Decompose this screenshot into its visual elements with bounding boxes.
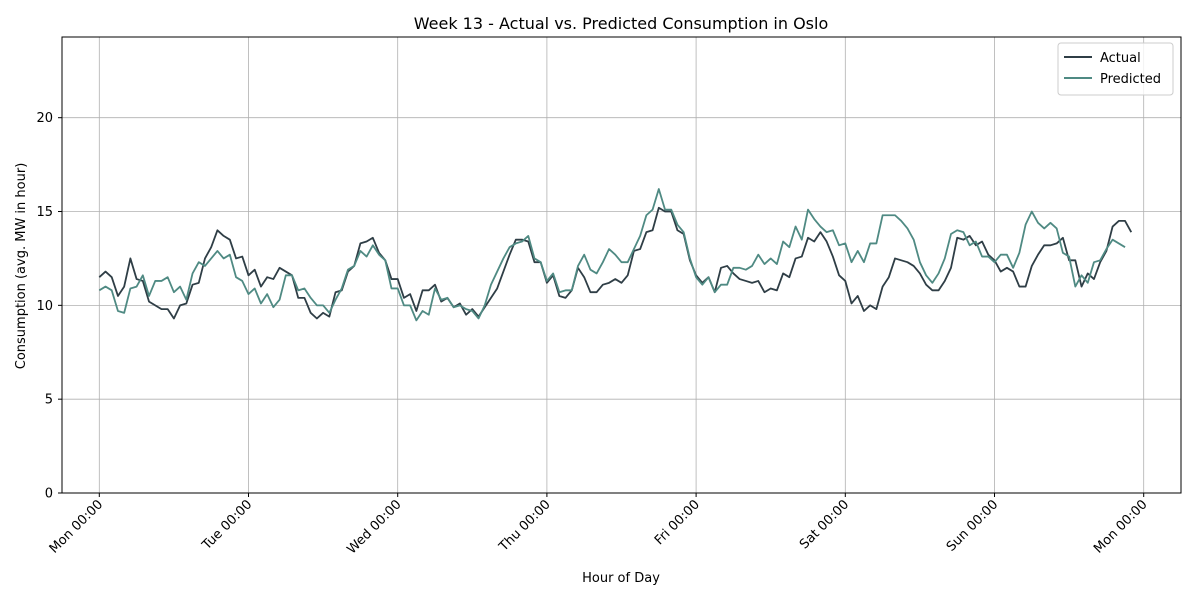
x-tick-label: Mon 00:00 <box>1091 497 1150 556</box>
legend: Actual Predicted <box>1057 42 1174 96</box>
y-axis-title: Consumption (avg. MW in hour) <box>14 163 29 370</box>
y-tick-label: 15 <box>36 205 53 220</box>
x-tick-label: Wed 00:00 <box>344 497 404 557</box>
y-tick-label: 10 <box>36 299 53 314</box>
x-tick-label: Thu 00:00 <box>496 497 554 555</box>
x-axis: Mon 00:00 Tue 00:00 Wed 00:00 Thu 00:00 Fri … <box>47 493 1151 557</box>
chart-title: Week 13 - Actual vs. Predicted Consumpti… <box>414 14 829 33</box>
y-tick-label: 0 <box>45 487 53 502</box>
y-axis: 0 5 10 15 20 <box>36 111 62 502</box>
plot-area-frame <box>61 36 1182 494</box>
x-tick-label: Mon 00:00 <box>47 497 106 556</box>
series-line-actual <box>98 206 1133 320</box>
x-tick-label: Fri 00:00 <box>652 497 703 548</box>
series-lines <box>98 188 1133 322</box>
x-tick-label: Tue 00:00 <box>199 497 255 553</box>
x-axis-title: Hour of Day <box>582 571 660 586</box>
y-tick-label: 5 <box>45 393 53 408</box>
x-tick-label: Sat 00:00 <box>797 497 852 552</box>
legend-label-actual: Actual <box>1100 51 1141 66</box>
legend-label-predicted: Predicted <box>1100 72 1161 87</box>
x-tick-label: Sun 00:00 <box>944 497 1002 555</box>
series-line-predicted <box>98 188 1126 322</box>
grid <box>62 37 1181 494</box>
y-tick-label: 20 <box>36 111 53 126</box>
